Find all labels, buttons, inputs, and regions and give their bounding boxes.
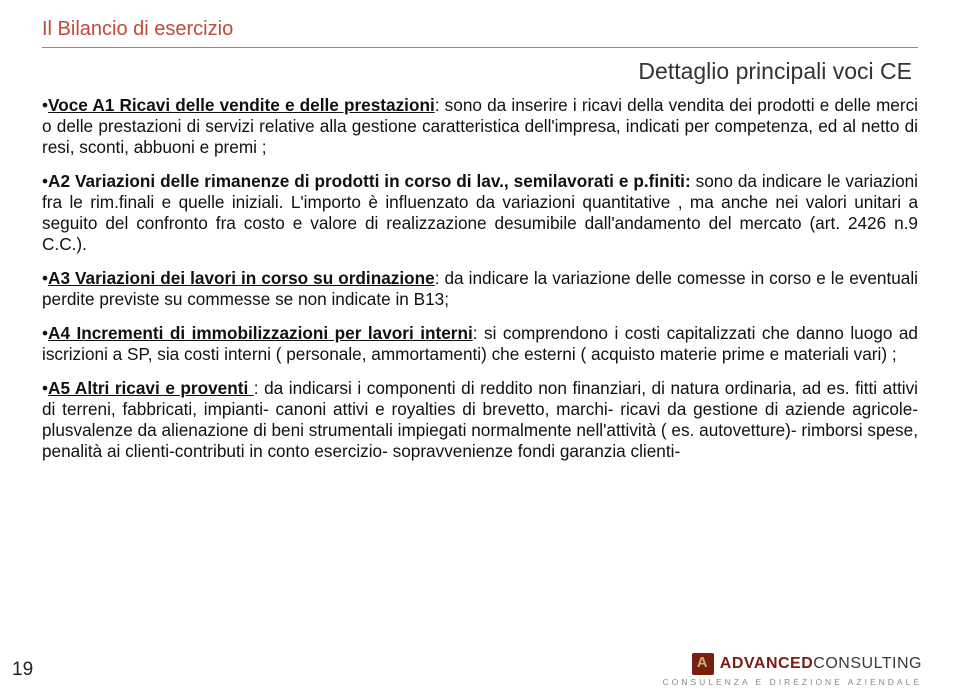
paragraph-a2: •A2 Variazioni delle rimanenze di prodot… — [42, 171, 918, 255]
paragraph-a5: •A5 Altri ricavi e proventi : da indicar… — [42, 378, 918, 462]
brand-strong: ADVANCED — [720, 655, 813, 672]
lead-a5: A5 Altri ricavi e proventi — [48, 378, 254, 398]
footer-tagline: CONSULENZA E DIREZIONE AZIENDALE — [663, 677, 922, 687]
paragraph-a3: •A3 Variazioni dei lavori in corso su or… — [42, 268, 918, 310]
lead-a4: A4 Incrementi di immobilizzazioni per la… — [48, 323, 473, 343]
page-number: 19 — [12, 659, 33, 681]
paragraph-a1: •Voce A1 Ricavi delle vendite e delle pr… — [42, 95, 918, 158]
header-divider — [42, 47, 918, 48]
paragraph-a4: •A4 Incrementi di immobilizzazioni per l… — [42, 323, 918, 365]
logo-icon — [692, 653, 714, 675]
lead-a1: Voce A1 Ricavi delle vendite e delle pre… — [48, 95, 435, 115]
lead-a2: A2 Variazioni delle rimanenze di prodott… — [48, 171, 691, 191]
slide-subtitle: Dettaglio principali voci CE — [42, 58, 918, 85]
lead-a3: A3 Variazioni dei lavori in corso su ord… — [48, 268, 435, 288]
logo-text: ADVANCEDCONSULTING — [720, 655, 922, 673]
slide-header: Il Bilancio di esercizio — [42, 18, 918, 41]
footer-brand: ADVANCEDCONSULTING CONSULENZA E DIREZION… — [663, 653, 922, 687]
slide: Il Bilancio di esercizio Dettaglio princ… — [0, 0, 960, 695]
logo-row: ADVANCEDCONSULTING — [663, 653, 922, 675]
brand-light: CONSULTING — [813, 655, 922, 672]
body-text: •Voce A1 Ricavi delle vendite e delle pr… — [42, 95, 918, 462]
